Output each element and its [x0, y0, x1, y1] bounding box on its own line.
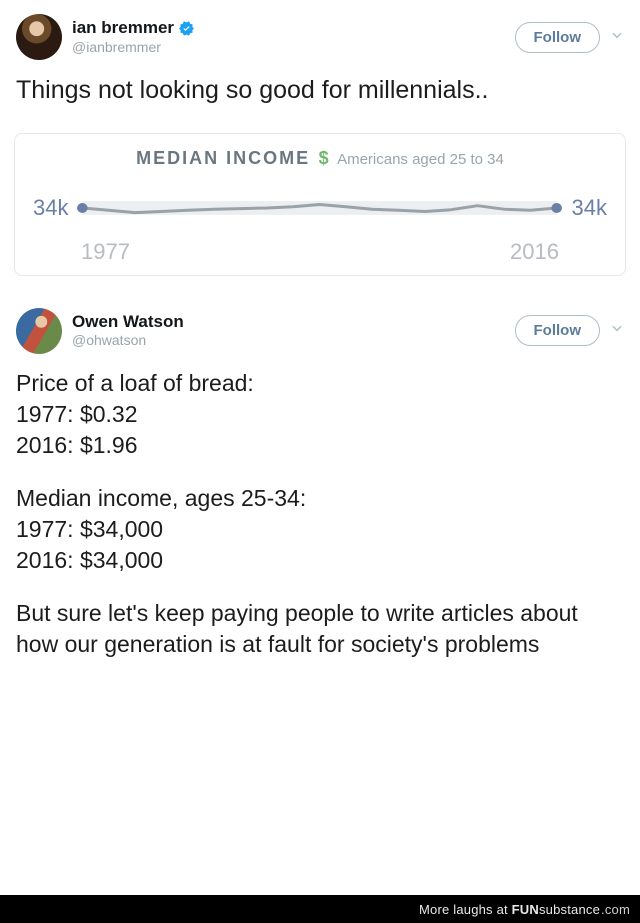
chart-left-value: 34k [33, 195, 68, 221]
chart-x-end: 2016 [510, 239, 559, 265]
tweet-header: Owen Watson @ohwatson Follow [16, 308, 624, 354]
author-handle[interactable]: @ianbremmer [72, 39, 195, 56]
footer-brand[interactable]: FUNsubstance.com [512, 902, 630, 917]
verified-badge-icon [178, 20, 195, 37]
footer-brand-tld: .com [601, 902, 630, 917]
footer-brand-rest: substance [539, 902, 600, 917]
tweet-ianbremmer: ian bremmer @ianbremmer Follow Things no… [0, 0, 640, 117]
chart-subtitle: Americans aged 25 to 34 [337, 151, 504, 168]
author-handle[interactable]: @ohwatson [72, 332, 184, 349]
tweet-text: Things not looking so good for millennia… [16, 74, 624, 107]
author-name: ian bremmer [72, 18, 174, 38]
footer-brand-bold: FUN [512, 902, 539, 917]
author-block: Owen Watson @ohwatson [72, 312, 184, 349]
follow-button[interactable]: Follow [515, 315, 601, 346]
follow-button[interactable]: Follow [515, 22, 601, 53]
header-actions: Follow [515, 22, 625, 53]
content-frame: ian bremmer @ianbremmer Follow Things no… [0, 0, 640, 895]
chart-title: MEDIAN INCOME [136, 148, 310, 168]
footer-bar: More laughs at FUNsubstance.com [0, 895, 640, 923]
tweet-paragraph: Price of a loaf of bread:1977: $0.322016… [16, 368, 624, 461]
author-name: Owen Watson [72, 312, 184, 332]
header-actions: Follow [515, 315, 625, 346]
median-income-chart: MEDIAN INCOME $ Americans aged 25 to 34 … [14, 133, 626, 276]
dollar-icon: $ [319, 148, 329, 168]
avatar[interactable] [16, 308, 62, 354]
author-name-row[interactable]: Owen Watson [72, 312, 184, 332]
chart-x-start: 1977 [81, 239, 130, 265]
chevron-down-icon[interactable] [610, 28, 624, 47]
tweet-text: Price of a loaf of bread:1977: $0.322016… [16, 368, 624, 660]
avatar[interactable] [16, 14, 62, 60]
footer-lead: More laughs at [419, 902, 508, 917]
chart-x-axis: 1977 2016 [33, 237, 607, 265]
chart-right-value: 34k [572, 195, 607, 221]
author-block: ian bremmer @ianbremmer [72, 18, 195, 55]
chevron-down-icon[interactable] [610, 321, 624, 340]
tweet-paragraph: Median income, ages 25-34:1977: $34,0002… [16, 483, 624, 576]
tweet-ohwatson: Owen Watson @ohwatson Follow Price of a … [0, 294, 640, 670]
chart-plot [76, 179, 563, 237]
author-name-row[interactable]: ian bremmer [72, 18, 195, 38]
tweet-paragraph: But sure let's keep paying people to wri… [16, 598, 624, 660]
tweet-header: ian bremmer @ianbremmer Follow [16, 14, 624, 60]
chart-body: 34k 34k [33, 179, 607, 237]
chart-title-row: MEDIAN INCOME $ Americans aged 25 to 34 [33, 148, 607, 169]
